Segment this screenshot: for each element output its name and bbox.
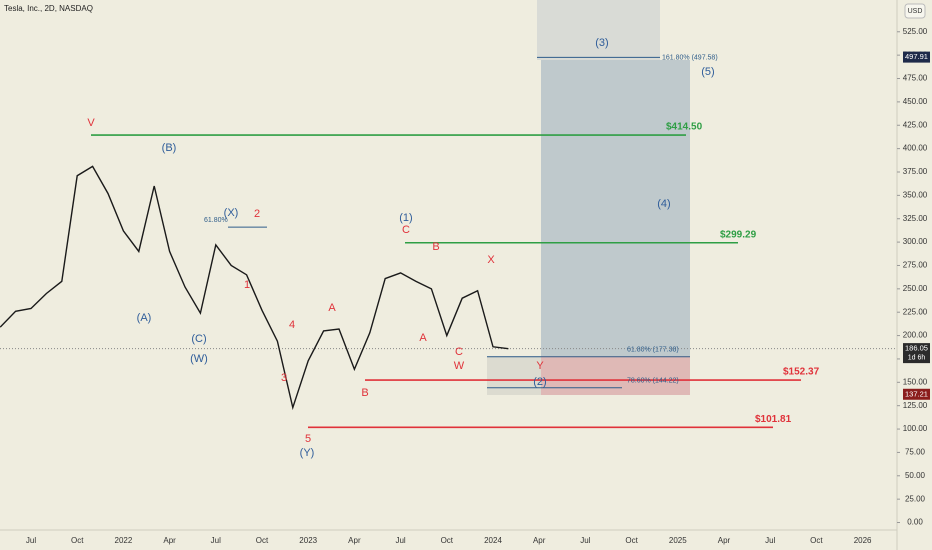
wave-label: A (328, 302, 336, 314)
y-tick-label: 375.00 (903, 167, 928, 176)
level-label: $299.29 (720, 229, 757, 240)
wave-label: B (432, 241, 439, 253)
wave-label: (C) (191, 333, 206, 345)
x-tick-label: 2026 (854, 536, 872, 545)
y-tick-label: 225.00 (903, 307, 928, 316)
wave-label: (W) (190, 353, 208, 365)
y-tick-label: 100.00 (903, 424, 928, 433)
price-badge-note: 1d 6h (908, 354, 926, 361)
y-tick-label: 125.00 (903, 401, 928, 410)
y-tick-label: 425.00 (903, 120, 928, 129)
x-tick-label: Jul (211, 536, 221, 545)
x-tick-label: Apr (718, 536, 731, 545)
price-badge (903, 343, 930, 364)
target-box (541, 60, 690, 356)
x-tick-label: Jul (26, 536, 36, 545)
x-tick-label: 2025 (669, 536, 687, 545)
projection-box (537, 0, 660, 60)
level-label: $414.50 (666, 122, 703, 133)
wave-label: 1 (244, 279, 250, 291)
wave-label: (1) (399, 212, 412, 224)
level-label: 161.80% (497.58) (662, 54, 718, 61)
x-tick-label: 2022 (115, 536, 133, 545)
x-tick-label: Apr (348, 536, 361, 545)
level-label: $152.37 (783, 367, 820, 378)
wave-label: W (454, 360, 465, 372)
y-tick-label: 450.00 (903, 97, 928, 106)
y-tick-label: 200.00 (903, 331, 928, 340)
x-tick-label: Apr (533, 536, 546, 545)
currency-box (904, 3, 926, 19)
y-tick-label: 350.00 (903, 190, 928, 199)
wave-label: 2 (254, 208, 260, 220)
wave-label: (5) (701, 66, 714, 78)
price-line (0, 165, 509, 411)
wave-label: (B) (162, 142, 177, 154)
x-tick-label: 2024 (484, 536, 502, 545)
wave-label: C (455, 346, 463, 358)
wave-label: (X) (224, 207, 239, 219)
wave-label: (4) (657, 198, 670, 210)
x-tick-label: Apr (163, 536, 176, 545)
price-badge (903, 51, 930, 63)
y-tick-label: 400.00 (903, 144, 928, 153)
wave-label: X (487, 254, 495, 266)
level-label: 61.80% (204, 217, 228, 224)
wave-label: 3 (281, 372, 287, 384)
price-badge-label: 137.21 (905, 389, 928, 398)
level-label: $101.81 (755, 414, 792, 425)
x-tick-label: Oct (256, 536, 269, 545)
y-tick-label: 25.00 (905, 494, 926, 503)
y-tick-label: 475.00 (903, 74, 928, 83)
wave-label: V (87, 117, 95, 129)
price-badge-label: 497.91 (905, 52, 928, 61)
wave-label: 5 (305, 433, 311, 445)
x-tick-label: Oct (71, 536, 84, 545)
wave-label: Y (536, 360, 544, 372)
stop-box (541, 356, 690, 395)
chart-title: Tesla, Inc., 2D, NASDAQ (4, 4, 93, 13)
price-badge (903, 388, 930, 400)
wave-label: (A) (137, 312, 152, 324)
x-tick-label: Jul (395, 536, 405, 545)
x-tick-label: Jul (580, 536, 590, 545)
x-tick-label: Oct (625, 536, 638, 545)
level-label: 61.80% (177.38) (627, 347, 679, 354)
wave-label: C (402, 224, 410, 236)
wave-label: 4 (289, 319, 295, 331)
entry-box (487, 356, 541, 395)
y-tick-label: 275.00 (903, 261, 928, 270)
y-tick-label: 300.00 (903, 237, 928, 246)
wave-label: B (361, 387, 368, 399)
y-tick-label: 250.00 (903, 284, 928, 293)
price-badge-label: 186.05 (905, 344, 928, 353)
x-tick-label: 2023 (299, 536, 317, 545)
currency: USD (908, 8, 923, 15)
y-tick-label: 150.00 (903, 377, 928, 386)
y-tick-label: 50.00 (905, 471, 926, 480)
wave-label: (Y) (300, 447, 315, 459)
x-tick-label: Oct (810, 536, 823, 545)
wave-label: (3) (595, 37, 608, 49)
level-label: 78.60% (144.22) (627, 378, 679, 385)
y-tick-label: 0.00 (907, 518, 923, 527)
y-tick-label: 525.00 (903, 27, 928, 36)
wave-label: (2) (533, 376, 546, 388)
wave-label: A (419, 332, 427, 344)
x-tick-label: Oct (441, 536, 454, 545)
y-tick-label: 325.00 (903, 214, 928, 223)
y-tick-label: 75.00 (905, 448, 926, 457)
x-tick-label: Jul (765, 536, 775, 545)
